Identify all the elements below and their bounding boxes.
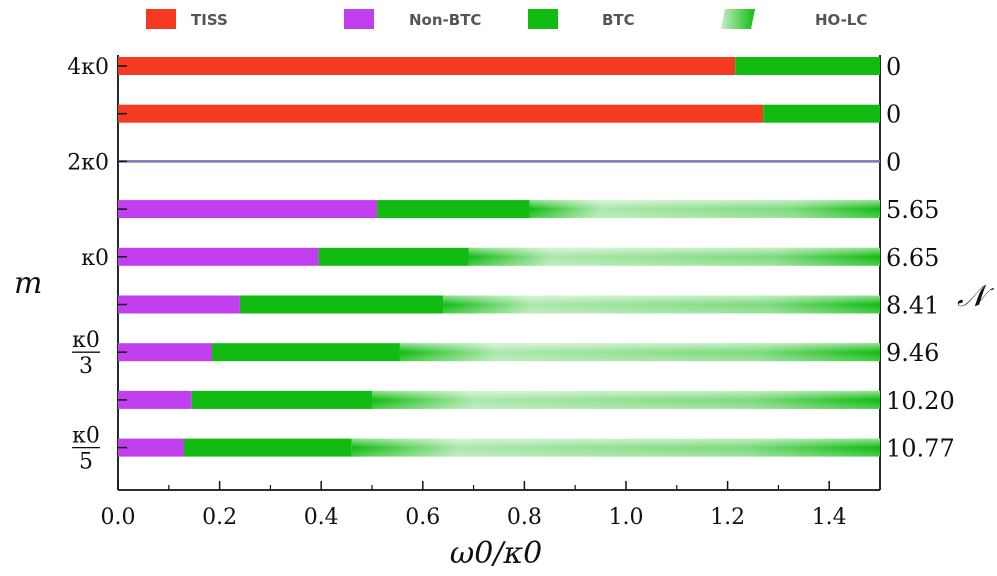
bar-row-7-btc	[191, 390, 372, 409]
n-label-3: 5.65	[886, 196, 939, 224]
bar-row-0-tiss	[118, 57, 736, 75]
n-label-0: 0	[886, 53, 901, 81]
x-tick-label-2: 0.4	[304, 505, 339, 530]
y-label-4: κ0	[81, 246, 109, 271]
x-tick-label-0: 0.0	[101, 505, 136, 530]
bar-row-5-btc	[239, 295, 444, 314]
bar-row-3-non-btc	[118, 200, 378, 219]
bar-row-5-non-btc	[118, 295, 240, 314]
bar-row-7-ho-lc-shade	[372, 390, 880, 409]
y-label-0: 4κ0	[67, 55, 109, 80]
legend: TISS Non-BTC BTC HO-LC	[146, 9, 867, 29]
bar-row-8-btc	[184, 438, 352, 457]
x-tick-label-3: 0.6	[405, 505, 440, 530]
n-label-1: 0	[886, 101, 901, 129]
y-label-8: κ05	[72, 424, 100, 475]
x-tick-label-5: 1.0	[609, 505, 644, 530]
bars-layer	[118, 57, 880, 457]
n-label-5: 8.41	[886, 292, 939, 320]
legend-label-non-btc: Non-BTC	[409, 11, 481, 29]
legend-entry-non-btc: Non-BTC	[344, 9, 481, 29]
bar-row-6-ho-lc-shade	[399, 343, 880, 362]
bar-row-4-btc	[318, 247, 469, 266]
n-label-2: 0	[886, 148, 901, 176]
y-label-8-den: 5	[79, 450, 93, 475]
legend-entry-btc: BTC	[528, 9, 635, 29]
right-labels-layer: 0 0 0 5.65 6.65 8.41 9.46 10.20 10.77	[886, 53, 955, 463]
legend-label-btc: BTC	[602, 11, 635, 29]
n-label-6: 9.46	[886, 339, 939, 367]
bar-row-3-btc	[377, 200, 530, 219]
y-label-6-den: 3	[79, 354, 93, 379]
right-axis-title: 𝒩	[957, 279, 995, 314]
bar-row-5-ho-lc-shade	[443, 295, 880, 314]
y-axis-title: m	[14, 266, 42, 301]
legend-swatch-tiss	[146, 9, 176, 29]
legend-swatch-non-btc	[344, 9, 374, 29]
x-tick-label-4: 0.8	[507, 505, 542, 530]
n-label-8: 10.77	[886, 435, 955, 463]
x-tick-label-1: 0.2	[202, 505, 237, 530]
x-axis-title: ω0/κ0	[450, 536, 542, 571]
legend-swatch-ho-lc	[721, 9, 755, 29]
bar-row-6-non-btc	[118, 343, 212, 362]
legend-swatch-btc	[528, 9, 558, 29]
y-label-6: κ03	[72, 328, 100, 379]
y-ticks-layer	[117, 65, 127, 449]
x-tick-label-7: 1.4	[812, 505, 847, 530]
y-label-8-num: κ0	[72, 424, 100, 449]
bar-row-8-non-btc	[118, 438, 185, 457]
bar-row-1-btc	[763, 104, 880, 123]
legend-entry-ho-lc: HO-LC	[721, 9, 867, 29]
legend-label-tiss: TISS	[191, 11, 228, 29]
bar-row-3-ho-lc-shade	[529, 200, 880, 219]
x-tick-label-6: 1.2	[710, 505, 745, 530]
bar-row-8-ho-lc-shade	[351, 438, 880, 457]
bar-row-6-btc	[211, 343, 400, 362]
bar-row-7-non-btc	[118, 390, 192, 409]
bar-row-1-tiss	[118, 104, 764, 123]
legend-label-ho-lc: HO-LC	[815, 11, 867, 29]
y-label-6-num: κ0	[72, 328, 100, 353]
bar-row-4-ho-lc-shade	[468, 247, 880, 266]
bar-row-4-non-btc	[118, 247, 319, 266]
legend-entry-tiss: TISS	[146, 9, 228, 29]
bar-row-0-btc	[735, 57, 880, 75]
x-ticks-layer: 0.0 0.2 0.4 0.6 0.8 1.0 1.2 1.4	[101, 481, 881, 530]
y-label-2: 2κ0	[67, 150, 109, 175]
n-label-4: 6.65	[886, 244, 939, 272]
n-label-7: 10.20	[886, 387, 955, 415]
